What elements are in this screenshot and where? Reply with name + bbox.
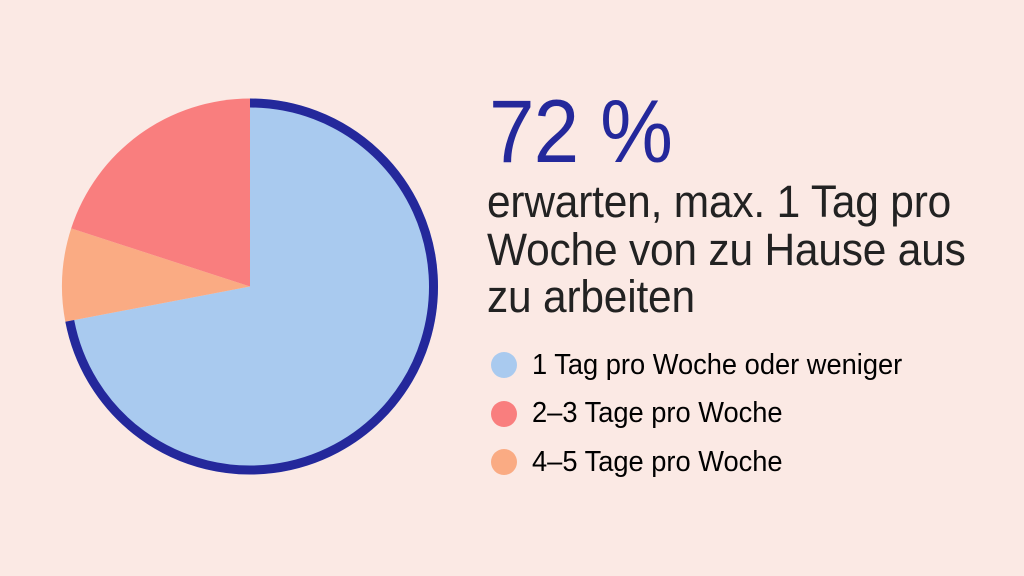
pie-legend: 1 Tag pro Woche oder weniger 2–3 Tage pro…: [491, 349, 926, 478]
pie-slice-2: [61, 228, 251, 322]
legend-item-1: 2–3 Tage pro Woche: [491, 397, 926, 429]
legend-label-0: 1 Tag pro Woche oder weniger: [532, 348, 903, 381]
legend-item-2: 4–5 Tage pro Woche: [491, 446, 926, 478]
pie-slice-1: [71, 98, 250, 287]
pie-slice-0: [65, 98, 438, 475]
legend-swatch-2: [491, 449, 517, 475]
headline-description: erwarten, max. 1 Tag pro Woche von zu Ha…: [487, 176, 966, 322]
legend-swatch-1: [491, 400, 517, 427]
legend-swatch-0: [491, 352, 517, 378]
pie-chart: [61, 98, 438, 475]
headline-percentage: 72 %: [489, 81, 673, 181]
legend-label-1: 2–3 Tage pro Woche: [532, 397, 783, 429]
pie-highlight-ring: [65, 98, 438, 475]
legend-item-0: 1 Tag pro Woche oder weniger: [491, 349, 926, 381]
legend-label-2: 4–5 Tage pro Woche: [532, 445, 783, 478]
